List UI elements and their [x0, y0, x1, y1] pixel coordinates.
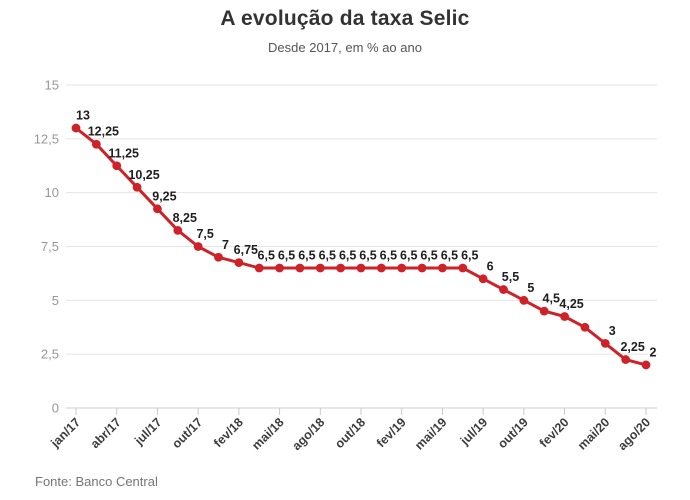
x-axis-tick-label: jul/19: [457, 415, 490, 448]
data-point-label: 2: [650, 345, 657, 359]
x-axis-tick-label: ago/20: [615, 415, 653, 453]
data-point-label: 2,25: [620, 340, 644, 354]
data-point-label: 6,75: [234, 243, 258, 257]
data-point: [153, 204, 162, 214]
x-axis-tick-label: fev/20: [537, 415, 572, 450]
data-point-label: 6,5: [441, 249, 458, 263]
data-point: [600, 339, 610, 348]
y-axis-tick-label: 7,5: [41, 239, 59, 254]
data-point: [336, 263, 346, 273]
data-point-label: 6,5: [339, 249, 356, 263]
data-point: [356, 263, 366, 273]
data-point-label: 4,5: [543, 292, 560, 306]
data-point: [580, 322, 590, 332]
data-point-label: 6,5: [420, 249, 437, 263]
y-axis-tick-label: 0: [52, 401, 59, 416]
x-axis-tick-label: out/19: [495, 415, 531, 451]
chart-subtitle: Desde 2017, em % ao ano: [268, 40, 422, 55]
data-point: [539, 306, 549, 316]
data-point-label: 7: [222, 238, 229, 252]
data-point: [438, 263, 447, 273]
data-point-label: 5,5: [502, 270, 519, 284]
chart-source: Fonte: Banco Central: [35, 474, 158, 489]
y-axis-tick-label: 2,5: [41, 347, 59, 362]
data-point: [71, 123, 81, 133]
data-point: [315, 263, 325, 273]
data-point: [560, 312, 569, 321]
data-point: [641, 360, 651, 370]
data-point: [621, 355, 631, 364]
data-point: [397, 263, 407, 273]
chart-title: A evolução da taxa Selic: [220, 7, 470, 30]
data-point-label: 8,25: [173, 211, 197, 225]
data-point: [478, 274, 488, 284]
data-point-label: 6,5: [359, 249, 376, 263]
data-point-label: 13: [76, 109, 90, 123]
data-point: [295, 263, 305, 273]
x-axis-tick-label: mai/20: [575, 415, 612, 452]
x-axis-tick-label: jul/17: [131, 415, 164, 448]
data-point-label: 6,5: [298, 249, 315, 263]
data-point-label: 6: [487, 259, 494, 273]
data-point-label: 3: [609, 324, 616, 338]
x-axis-tick-label: abr/17: [88, 415, 124, 451]
data-point: [254, 263, 264, 273]
x-axis-tick-label: mai/18: [249, 415, 286, 452]
data-point-label: 4,25: [559, 297, 583, 311]
data-point-label: 7,5: [196, 227, 213, 241]
x-axis-tick-label: out/18: [332, 415, 368, 451]
data-point: [193, 242, 203, 251]
data-point: [214, 252, 223, 262]
data-point-label: 11,25: [108, 146, 139, 160]
data-point: [275, 263, 284, 273]
x-axis-tick-label: fev/19: [374, 415, 409, 450]
data-point: [173, 225, 183, 235]
y-axis-tick-label: 10: [45, 185, 59, 200]
data-point: [132, 182, 142, 192]
data-point-label: 12,25: [88, 125, 119, 139]
data-point-label: 6,5: [258, 249, 275, 263]
y-axis-tick-label: 5: [52, 293, 59, 308]
x-axis-tick-label: out/17: [169, 415, 205, 451]
data-point-label: 6,5: [319, 249, 336, 263]
y-axis-tick-label: 15: [45, 78, 59, 93]
data-point-label: 6,5: [400, 249, 417, 263]
data-point-label: 9,25: [152, 189, 176, 203]
data-point-label: 6,5: [278, 249, 295, 263]
data-point-label: 6,5: [461, 249, 478, 263]
x-axis-tick-label: jan/17: [47, 415, 83, 451]
data-point: [519, 295, 529, 305]
data-point: [417, 263, 427, 273]
data-point: [91, 139, 101, 149]
data-point: [376, 263, 386, 273]
data-point: [458, 263, 468, 273]
x-axis-tick-label: mai/19: [412, 415, 449, 452]
x-axis-tick-label: ago/18: [289, 415, 327, 453]
data-point: [234, 258, 244, 268]
data-point-label: 10,25: [128, 168, 159, 182]
data-point-label: 5: [527, 281, 534, 295]
data-point: [112, 161, 122, 171]
data-point-label: 6,5: [380, 249, 397, 263]
x-axis-tick-label: fev/18: [211, 415, 246, 450]
y-axis-tick-label: 12,5: [34, 131, 59, 146]
data-point: [499, 285, 508, 294]
